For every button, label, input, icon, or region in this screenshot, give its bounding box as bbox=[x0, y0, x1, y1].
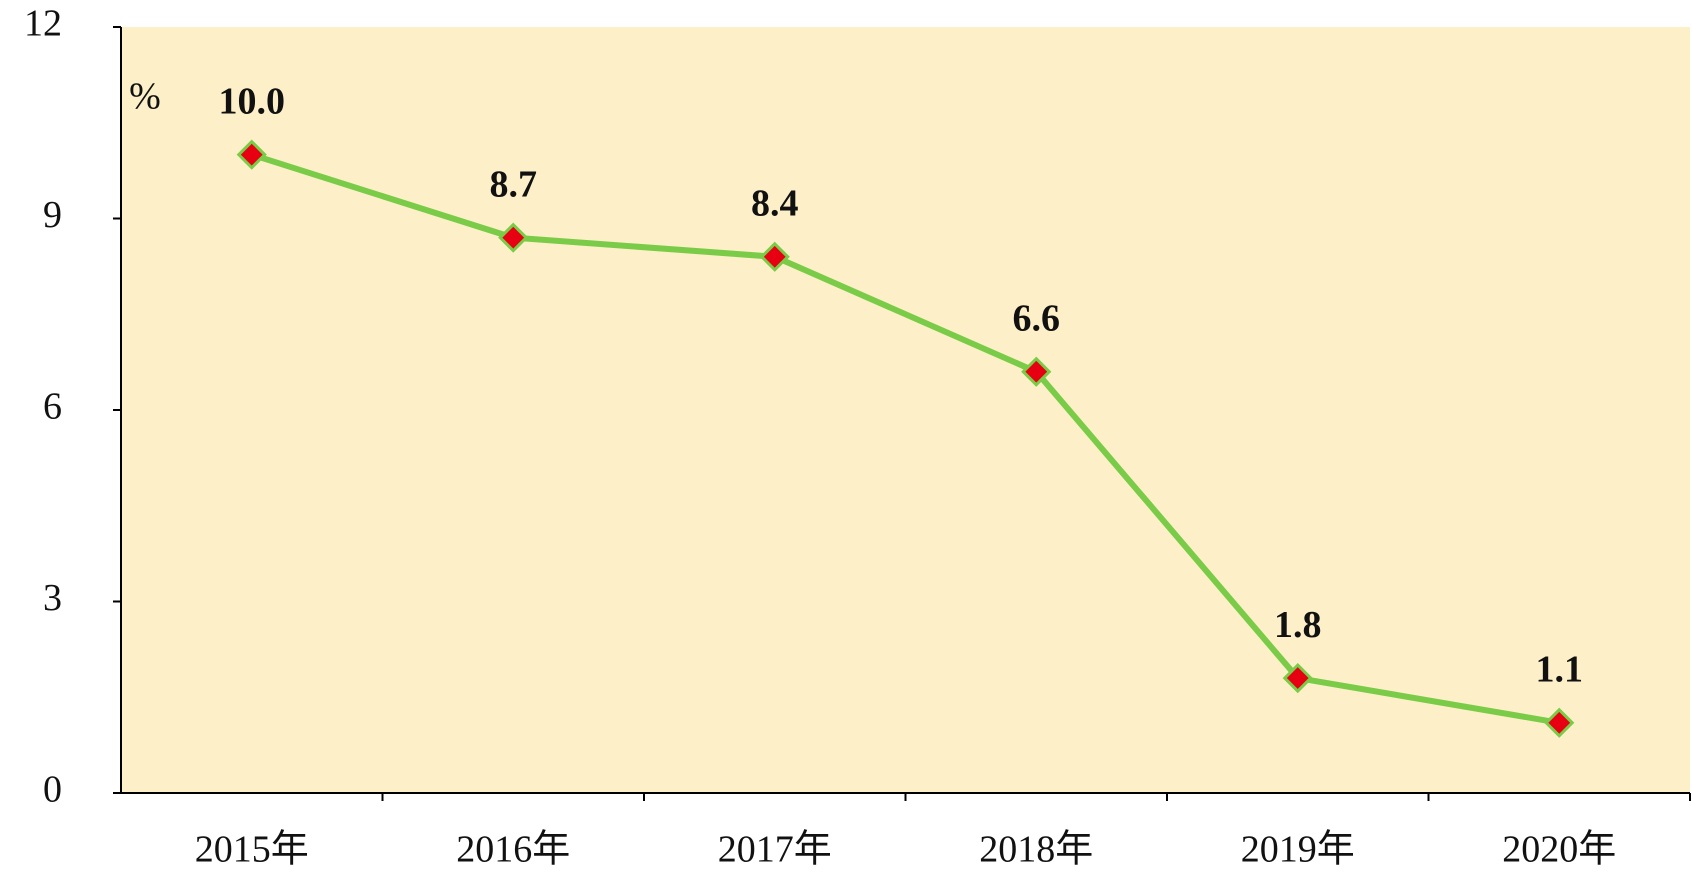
x-tick-label: 2020年 bbox=[1502, 829, 1616, 871]
y-tick-label: 6 bbox=[43, 386, 62, 428]
marker bbox=[1282, 662, 1313, 694]
y-tick-label: 0 bbox=[43, 769, 62, 811]
value-label: 1.8 bbox=[1274, 604, 1322, 646]
value-label: 8.4 bbox=[751, 183, 799, 225]
line bbox=[250, 151, 1560, 726]
y-axis-label: % bbox=[129, 76, 161, 118]
x-tick-label: 2015年 bbox=[195, 829, 309, 871]
x-tick-label: 2018年 bbox=[979, 829, 1093, 871]
marker bbox=[759, 241, 790, 272]
value-label: 8.7 bbox=[490, 163, 538, 205]
x-tick-label: 2017年 bbox=[718, 829, 832, 871]
marker bbox=[236, 139, 267, 170]
plot-background bbox=[121, 27, 1690, 793]
marker bbox=[1021, 356, 1052, 387]
marker bbox=[1544, 707, 1575, 738]
x-tick-label: 2019年 bbox=[1241, 829, 1355, 871]
x-tick-label: 2016年 bbox=[456, 829, 570, 871]
y-tick-label: 9 bbox=[43, 194, 62, 236]
value-label: 6.6 bbox=[1013, 297, 1061, 339]
y-tick-label: 3 bbox=[43, 577, 62, 619]
y-tick-label: 12 bbox=[24, 3, 62, 45]
marker bbox=[498, 222, 529, 253]
value-label: 10.0 bbox=[219, 80, 286, 122]
value-label: 1.1 bbox=[1536, 649, 1584, 691]
